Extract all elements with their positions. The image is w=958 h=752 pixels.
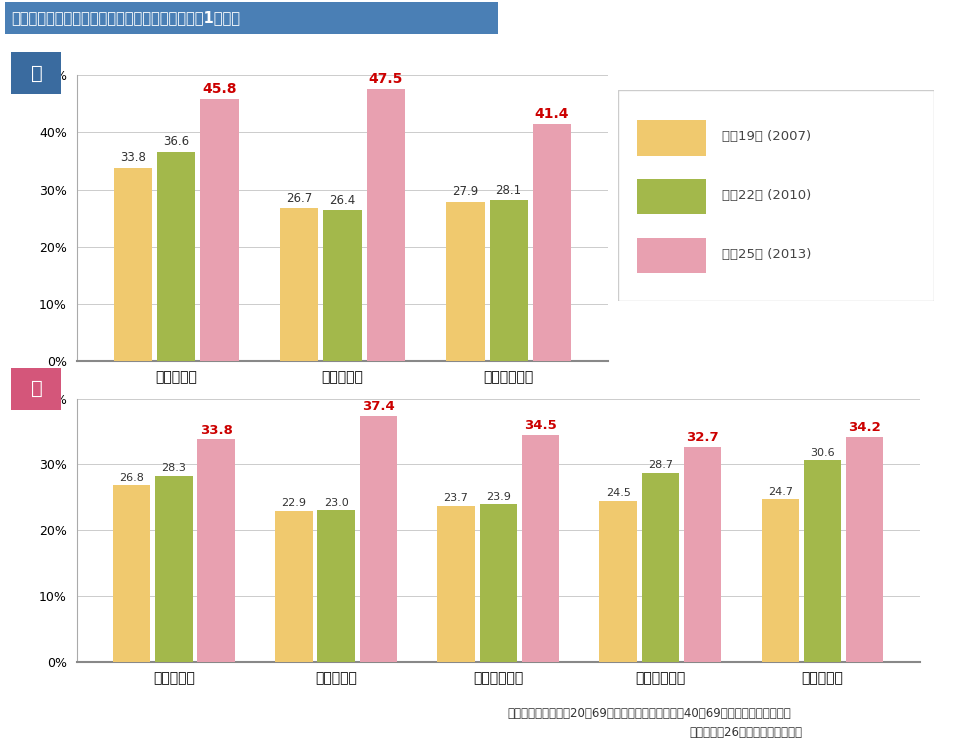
Bar [197, 439, 235, 662]
Text: 24.5: 24.5 [605, 488, 630, 498]
Text: 33.8: 33.8 [199, 423, 233, 437]
Text: 平成19年 (2007): 平成19年 (2007) [722, 130, 811, 143]
Bar [155, 475, 193, 662]
Text: 26.8: 26.8 [120, 473, 145, 483]
Bar [113, 486, 150, 662]
Text: 24.7: 24.7 [767, 487, 793, 496]
Bar [317, 511, 354, 662]
FancyBboxPatch shape [637, 179, 706, 214]
Bar [324, 210, 361, 361]
Bar [438, 506, 474, 662]
Text: 平成22年 (2010): 平成22年 (2010) [722, 189, 811, 202]
Text: 33.8: 33.8 [120, 151, 146, 165]
Text: 性別別にみたがん検診を受診した方の割合（過去1年間）: 性別別にみたがん検診を受診した方の割合（過去1年間） [11, 11, 240, 26]
Text: 47.5: 47.5 [369, 72, 403, 86]
Bar [642, 473, 679, 662]
Text: 41.4: 41.4 [535, 107, 569, 121]
Text: 男: 男 [31, 63, 42, 83]
Text: 23.0: 23.0 [324, 498, 349, 508]
Text: 28.7: 28.7 [648, 460, 673, 470]
FancyBboxPatch shape [637, 238, 706, 274]
Bar [275, 511, 312, 662]
Bar [157, 152, 195, 361]
Text: 女: 女 [31, 379, 42, 399]
Bar [200, 99, 239, 361]
Bar [480, 505, 516, 662]
Text: 注：子宮がん検診は20〜69歳、その他のがん検診は40〜69歳を対象としている。: 注：子宮がん検診は20〜69歳、その他のがん検診は40〜69歳を対象としている。 [508, 707, 791, 720]
Bar [446, 202, 485, 361]
Text: 27.9: 27.9 [452, 185, 479, 198]
Bar [684, 447, 721, 662]
FancyBboxPatch shape [637, 120, 706, 156]
Bar [490, 200, 528, 361]
Text: 26.4: 26.4 [330, 194, 355, 207]
Bar [114, 168, 152, 361]
Text: 45.8: 45.8 [202, 82, 237, 96]
Bar [280, 208, 318, 361]
Text: 36.6: 36.6 [163, 135, 190, 148]
Text: 28.3: 28.3 [162, 463, 187, 473]
Bar [804, 460, 841, 662]
Text: 32.7: 32.7 [686, 431, 718, 444]
Text: 出典：平成26年国民生活基礎調査: 出典：平成26年国民生活基礎調査 [690, 726, 803, 738]
Text: 平成25年 (2013): 平成25年 (2013) [722, 248, 811, 261]
Bar [533, 124, 571, 361]
Text: 30.6: 30.6 [810, 447, 834, 458]
Text: 26.7: 26.7 [286, 192, 312, 205]
Text: 34.5: 34.5 [524, 419, 557, 432]
Bar [762, 499, 799, 662]
Bar [846, 437, 883, 662]
Text: 34.2: 34.2 [848, 421, 881, 434]
Text: 28.1: 28.1 [495, 184, 522, 197]
Bar [359, 416, 397, 662]
Bar [367, 89, 405, 361]
Text: 37.4: 37.4 [362, 400, 395, 413]
Bar [522, 435, 559, 662]
Text: 22.9: 22.9 [282, 499, 307, 508]
Text: 23.7: 23.7 [444, 493, 468, 503]
Text: 23.9: 23.9 [486, 492, 511, 502]
Bar [600, 501, 637, 662]
